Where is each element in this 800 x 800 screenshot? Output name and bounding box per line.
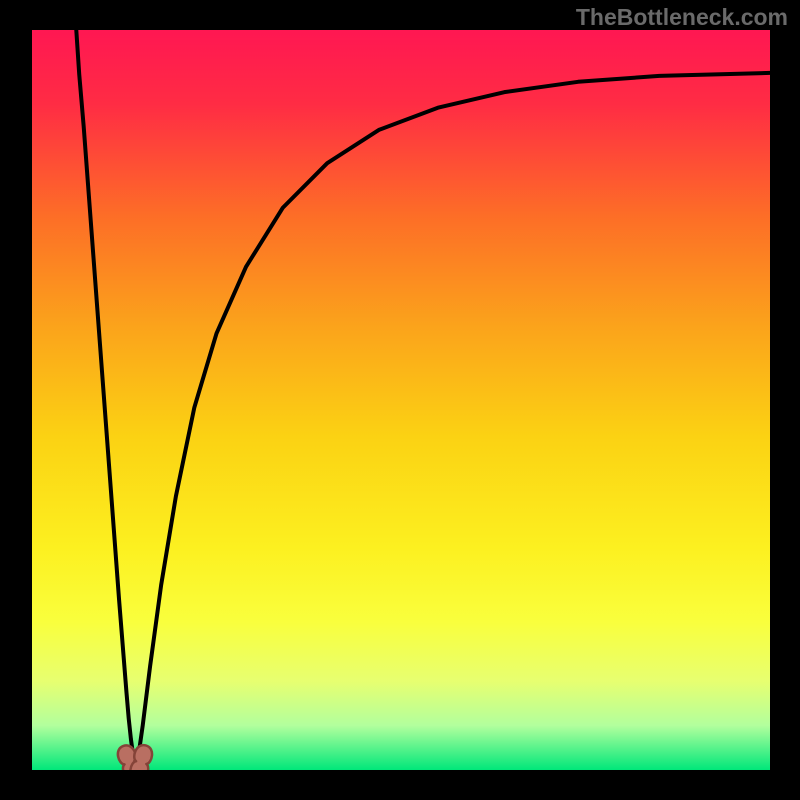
- watermark-text: TheBottleneck.com: [576, 4, 788, 31]
- gradient-background: [32, 30, 770, 770]
- chart-container: TheBottleneck.com: [0, 0, 800, 800]
- chart-svg: [32, 30, 770, 770]
